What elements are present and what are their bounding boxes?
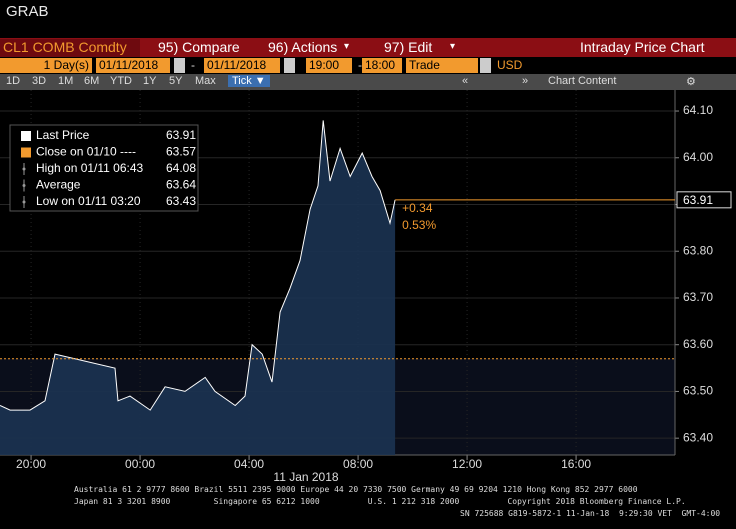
annotation: 0.53% xyxy=(402,218,436,232)
legend-box xyxy=(9,124,199,212)
legend-value: 64.08 xyxy=(166,161,196,175)
range-bar: « » Chart Content ⚙ 1D 3D 1M 6M YTD 1Y 5Y Max Ti… xyxy=(0,74,736,90)
security-field[interactable]: CL1 COMB Comdty xyxy=(0,39,140,58)
legend-label: High on 01/11 06:43 xyxy=(36,161,144,175)
legend-label: Low on 01/11 03:20 xyxy=(36,194,141,208)
legend-label: Close on 01/10 ---- xyxy=(36,145,136,159)
y-tick-label: 63.50 xyxy=(683,384,713,398)
y-tick-label: 64.00 xyxy=(683,150,713,164)
scroll-right[interactable]: » xyxy=(522,75,529,87)
dropdown-icon: ▾ xyxy=(450,41,456,52)
footer-line: Australia 61 2 9777 8600 Brazil 5511 239… xyxy=(74,485,638,494)
legend-value: 63.43 xyxy=(166,194,196,208)
header: GRAB xyxy=(0,0,736,38)
legend-icon xyxy=(22,184,26,187)
compare-button[interactable]: 95) Compare xyxy=(158,39,240,55)
separator: - xyxy=(191,58,195,72)
area xyxy=(0,120,396,456)
footer-line: SN 725688 G819-5872-1 11-Jan-18 9:29:30 … xyxy=(460,509,721,518)
chart-name: Intraday Price Chart xyxy=(580,39,705,55)
x-axis-label: 11 Jan 2018 xyxy=(273,470,338,483)
price-tag xyxy=(676,191,732,209)
x-tick-label: 16:00 xyxy=(561,457,591,471)
period-field[interactable]: 1 Day(s) xyxy=(0,58,92,73)
x-tick-label: 00:00 xyxy=(125,457,155,471)
dropdown-icon: ▾ xyxy=(344,41,350,52)
edit-button[interactable]: 97) Edit xyxy=(384,39,433,55)
toolbar: CL1 COMB Comdty 95) Compare 96) Actions ▾… xyxy=(0,38,736,58)
title: GRAB xyxy=(6,3,49,20)
start-date-field[interactable]: 01/11/2018 xyxy=(96,58,170,73)
range-button[interactable]: 1D xyxy=(6,75,21,87)
y-tick-label: 64.10 xyxy=(683,103,713,117)
legend-label: Last Price xyxy=(36,128,90,142)
settings-icon[interactable]: ⚙ xyxy=(686,76,696,88)
footer: Australia 61 2 9777 8600 Brazil 5511 239… xyxy=(0,483,736,529)
chart: 11 Jan 2018 63.40 63.50 63.60 63.70 63.80 63.… xyxy=(0,90,736,483)
annotation: +0.34 xyxy=(402,201,433,215)
line xyxy=(0,120,396,411)
range-button[interactable]: Tick ▼ xyxy=(228,75,270,87)
legend-value: 63.64 xyxy=(166,178,196,192)
range-button[interactable]: 1Y xyxy=(143,75,157,87)
start-time-field[interactable]: 19:00 xyxy=(306,58,352,73)
legend-value: 63.57 xyxy=(166,145,196,159)
legend: Last Price 63.91 Close on 01/10 ---- 63.57 H… xyxy=(9,124,199,212)
legend-label: Average xyxy=(36,178,81,192)
dropdown-icon[interactable] xyxy=(480,58,491,73)
legend-value: 63.91 xyxy=(166,128,196,142)
calendar-icon[interactable] xyxy=(284,58,295,73)
legend-icon xyxy=(22,200,26,204)
y-tick-label: 63.60 xyxy=(683,337,713,351)
x-tick-label: 12:00 xyxy=(452,457,482,471)
end-date-field[interactable]: 01/11/2018 xyxy=(204,58,280,73)
x-tick-label: 08:00 xyxy=(343,457,373,471)
x-tick-label: 04:00 xyxy=(234,457,264,471)
y-tick-label: 63.70 xyxy=(683,290,713,304)
x-tick-label: 20:00 xyxy=(16,457,46,471)
calendar-icon[interactable] xyxy=(174,58,185,73)
chart-content-button[interactable]: Chart Content xyxy=(548,75,617,87)
y-tick-label: 63.80 xyxy=(683,243,713,257)
legend-swatch xyxy=(21,131,31,141)
price-tag-label: 63.91 xyxy=(683,193,713,207)
legend-icon xyxy=(22,167,26,171)
range-button[interactable]: Max xyxy=(195,75,216,87)
legend-swatch xyxy=(21,147,31,158)
y-tick-label: 63.40 xyxy=(683,430,713,444)
range-button[interactable]: 3D xyxy=(32,75,47,87)
actions-button[interactable]: 96) Actions xyxy=(268,39,338,55)
end-time-field[interactable]: 18:00 xyxy=(362,58,402,73)
separator: - xyxy=(358,58,362,72)
scroll-left[interactable]: « xyxy=(462,75,469,87)
range-button[interactable]: 1M xyxy=(58,75,74,87)
field-select[interactable]: Trade xyxy=(406,58,478,73)
settings-bar: 1 Day(s) 01/11/2018 - 01/11/2018 19:00 -… xyxy=(0,57,736,74)
range-button[interactable]: 6M xyxy=(84,75,100,87)
footer-line: Japan 81 3 3201 8900 Singapore 65 6212 1… xyxy=(74,497,686,506)
range-button[interactable]: 5Y xyxy=(169,75,183,87)
currency: USD xyxy=(497,58,523,72)
range-button[interactable]: YTD xyxy=(110,75,132,87)
